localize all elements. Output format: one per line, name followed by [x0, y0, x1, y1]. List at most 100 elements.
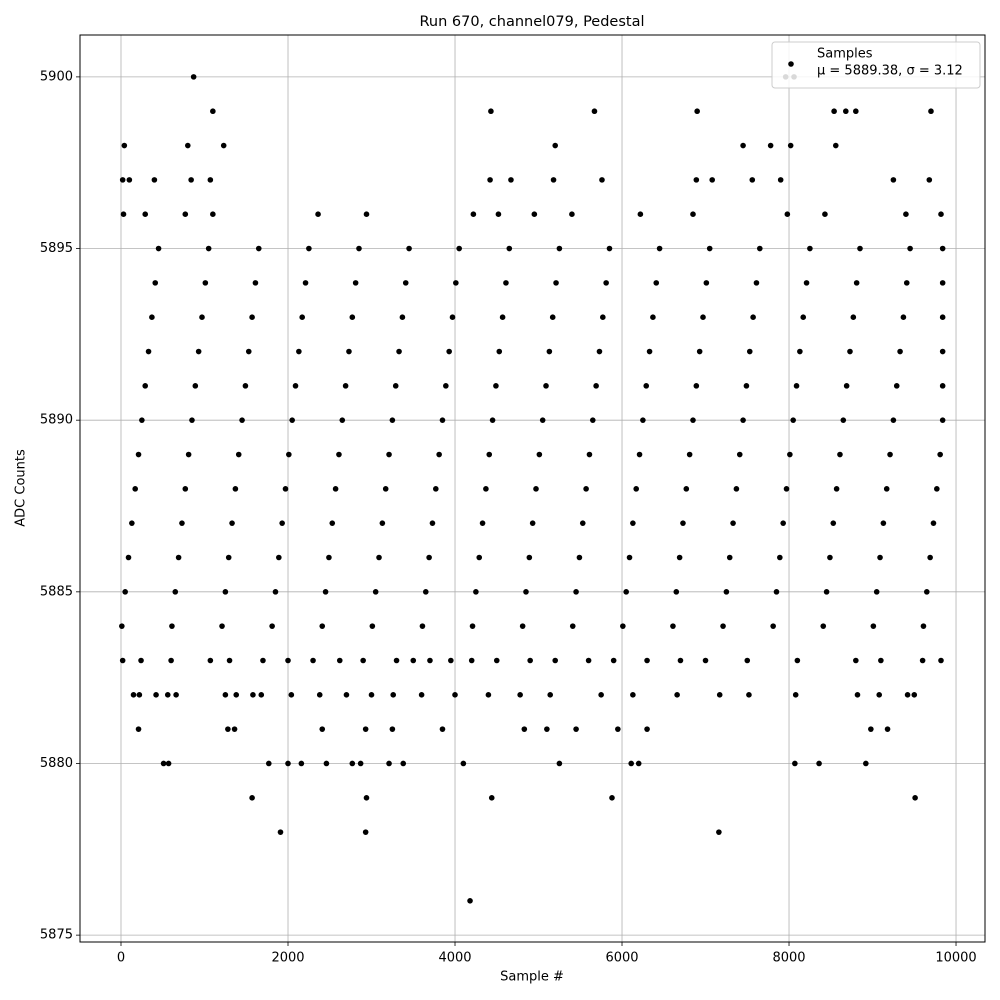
point [787, 142, 794, 149]
point [646, 348, 653, 355]
point [239, 417, 245, 423]
point [207, 657, 214, 664]
point [125, 554, 132, 561]
point [887, 451, 893, 458]
point [827, 554, 833, 561]
point [630, 520, 636, 526]
point [168, 657, 174, 664]
point [255, 245, 262, 252]
point [937, 451, 943, 458]
point [149, 314, 155, 320]
point [650, 314, 656, 320]
point [820, 623, 827, 629]
x-tick-label: 8000 [772, 951, 805, 966]
point [368, 692, 375, 698]
point [830, 520, 837, 526]
point [323, 760, 330, 767]
point [853, 657, 859, 664]
point [402, 280, 409, 286]
point [396, 348, 402, 355]
point [720, 623, 726, 629]
point [229, 520, 235, 526]
point [205, 245, 212, 252]
point [433, 486, 439, 492]
point [285, 760, 291, 767]
point [332, 486, 339, 492]
point [674, 692, 680, 698]
point [242, 383, 249, 389]
point [807, 245, 813, 252]
point [410, 657, 417, 664]
point [362, 829, 369, 835]
point [356, 245, 362, 252]
point [833, 486, 840, 492]
legend-box [771, 41, 981, 89]
point [716, 692, 723, 698]
y-tick-label: 5885 [40, 584, 73, 599]
point [797, 348, 803, 355]
point [392, 383, 399, 389]
point [599, 177, 605, 183]
point [503, 280, 509, 286]
plot-frame [79, 34, 986, 943]
point [517, 692, 523, 698]
point [920, 623, 927, 629]
point [911, 692, 918, 698]
point [493, 657, 500, 664]
point [523, 589, 529, 595]
point [723, 589, 730, 595]
point [700, 314, 706, 320]
point [633, 486, 640, 492]
point [202, 280, 209, 286]
point [822, 211, 828, 218]
point [547, 692, 554, 698]
point [746, 692, 752, 698]
point [207, 177, 214, 183]
point [777, 554, 783, 561]
point [164, 692, 171, 698]
point [245, 348, 252, 355]
point [539, 417, 546, 423]
point [400, 760, 407, 767]
point [677, 657, 684, 664]
point [702, 657, 709, 664]
point [210, 108, 216, 115]
point [436, 451, 442, 458]
point [816, 760, 822, 767]
x-tick-label: 6000 [605, 951, 638, 966]
point [749, 177, 756, 183]
point [883, 486, 890, 492]
point [119, 623, 125, 629]
point [770, 623, 776, 629]
point [179, 520, 185, 526]
point [556, 760, 563, 767]
point [773, 589, 780, 595]
point [598, 692, 604, 698]
point [189, 417, 195, 423]
point [670, 623, 676, 629]
point [220, 142, 227, 149]
point [890, 417, 897, 423]
point [315, 211, 321, 218]
point [452, 692, 458, 698]
point [544, 726, 550, 732]
legend: Samples μ = 5889.38, σ = 3.12 [771, 41, 981, 89]
point [488, 108, 494, 115]
point [439, 726, 446, 732]
point [232, 486, 239, 492]
point [169, 623, 175, 629]
point [349, 314, 356, 320]
point [476, 554, 483, 561]
point [339, 417, 346, 423]
point [843, 108, 849, 115]
point [552, 657, 559, 664]
point [878, 657, 884, 664]
x-tick-label: 2000 [271, 951, 304, 966]
point [460, 760, 467, 767]
point [549, 314, 556, 320]
point [326, 554, 332, 561]
point [615, 726, 621, 732]
point [693, 383, 700, 389]
point [939, 417, 946, 423]
point [644, 657, 650, 664]
